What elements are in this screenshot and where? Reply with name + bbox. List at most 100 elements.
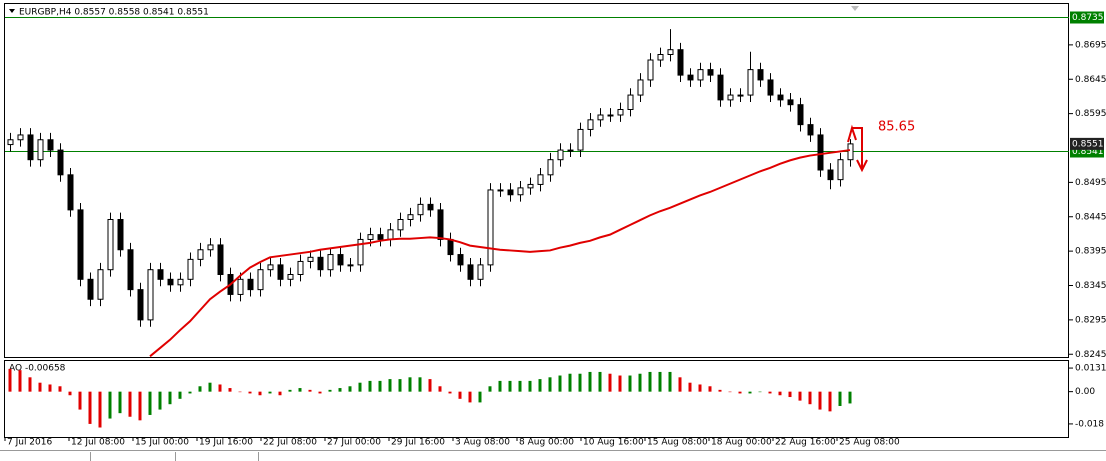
ao-bar xyxy=(608,373,612,392)
ao-bar xyxy=(488,386,492,392)
ao-bar xyxy=(538,379,542,392)
ao-bar xyxy=(788,391,792,398)
x-tick-label: 7 Jul 2016 xyxy=(7,438,52,448)
ao-bar xyxy=(448,391,452,394)
candle-body xyxy=(107,219,114,271)
candle-body xyxy=(687,74,694,81)
y-tick-label: 0.8495 xyxy=(1075,178,1106,188)
candle-body xyxy=(557,149,564,161)
ao-bar xyxy=(408,377,412,392)
ao-bar xyxy=(418,377,422,392)
candle-body xyxy=(667,49,674,55)
ao-bar xyxy=(688,382,692,392)
candle-body xyxy=(627,94,634,110)
ao-bar xyxy=(398,379,402,392)
candle-body xyxy=(167,278,174,286)
candle-body xyxy=(127,249,134,291)
arrow-down xyxy=(852,127,863,168)
ao-bar xyxy=(668,371,672,392)
ao-bar xyxy=(58,386,62,392)
menu-icon[interactable] xyxy=(9,9,15,13)
ao-bar xyxy=(768,391,772,394)
candle-body xyxy=(97,269,104,300)
x-tick-label: 10 Aug 16:00 xyxy=(583,438,644,448)
candle-body xyxy=(197,249,204,260)
candle-body xyxy=(577,128,584,151)
candle-body xyxy=(257,269,264,291)
candle-body xyxy=(37,139,44,161)
candle-body xyxy=(247,278,254,291)
ao-bar xyxy=(268,391,272,394)
last-price-label: 0.8551 xyxy=(1072,139,1104,149)
ao-bar xyxy=(338,388,342,392)
ao-bar xyxy=(298,388,302,392)
y-tick-label: 0.8695 xyxy=(1075,40,1106,50)
ao-bar xyxy=(278,391,282,396)
candle-body xyxy=(157,269,164,280)
ao-bar xyxy=(428,379,432,392)
candle-body xyxy=(77,209,84,280)
candle-body xyxy=(807,124,814,136)
candle-body xyxy=(57,149,64,176)
candle-body xyxy=(747,69,754,96)
ao-bar xyxy=(498,380,502,392)
ao-bar xyxy=(148,391,152,415)
candle-body xyxy=(437,209,444,240)
ao-bar xyxy=(308,389,312,392)
candle-body xyxy=(707,69,714,76)
x-tick-label: 12 Jul 08:00 xyxy=(71,438,125,448)
ao-bar xyxy=(258,391,262,396)
candle-body xyxy=(657,54,664,61)
candle-body xyxy=(87,278,94,300)
x-tick-label: 15 Jul 00:00 xyxy=(135,438,189,448)
ao-bar xyxy=(528,380,532,392)
ao-bar xyxy=(508,380,512,392)
ao-bar xyxy=(128,391,132,417)
candle-body xyxy=(407,214,414,220)
ao-bar xyxy=(628,375,632,392)
ao-bar xyxy=(698,384,702,392)
ao-bar xyxy=(318,391,322,394)
candle-body xyxy=(787,99,794,106)
ao-bar xyxy=(138,391,142,421)
candle-body xyxy=(507,189,514,196)
candle-body xyxy=(537,174,544,185)
level-label: 0.8735 xyxy=(1072,13,1104,23)
candle-body xyxy=(617,109,624,116)
candle-body xyxy=(147,269,154,321)
candle-body xyxy=(357,238,364,266)
x-tick-label: 15 Aug 08:00 xyxy=(647,438,708,448)
candle-body xyxy=(297,260,304,275)
candle-body xyxy=(637,79,644,96)
ao-bar xyxy=(328,389,332,392)
y-tick-label: -0.018 xyxy=(1075,419,1104,429)
x-tick-label: 3 Aug 08:00 xyxy=(455,438,510,448)
x-tick-label: 18 Aug 00:00 xyxy=(711,438,772,448)
candle-body xyxy=(287,274,294,280)
candle-body xyxy=(237,278,244,295)
candle-body xyxy=(337,254,344,266)
ao-bar xyxy=(208,382,212,392)
candle-body xyxy=(467,264,474,280)
candle-body xyxy=(817,134,824,171)
ao-bar xyxy=(198,386,202,392)
x-tick-label: 19 Jul 16:00 xyxy=(199,438,253,448)
candle-body xyxy=(347,264,354,267)
candle-body xyxy=(47,139,54,151)
y-tick-label: 0.00 xyxy=(1075,387,1095,397)
y-tick-label: 0.8245 xyxy=(1075,350,1106,360)
candle-body xyxy=(277,264,284,280)
candle-body xyxy=(647,59,654,81)
ao-bar xyxy=(598,371,602,392)
candle-body xyxy=(417,203,424,216)
ao-bar xyxy=(568,373,572,392)
ao-bar xyxy=(178,391,182,399)
last-price-box xyxy=(1070,137,1104,150)
ao-bar xyxy=(558,375,562,392)
main-frame xyxy=(4,3,1069,358)
ao-bar xyxy=(718,389,722,392)
level-label: 0.8541 xyxy=(1072,147,1104,157)
ao-bar xyxy=(188,391,192,394)
shift-marker xyxy=(851,6,859,11)
